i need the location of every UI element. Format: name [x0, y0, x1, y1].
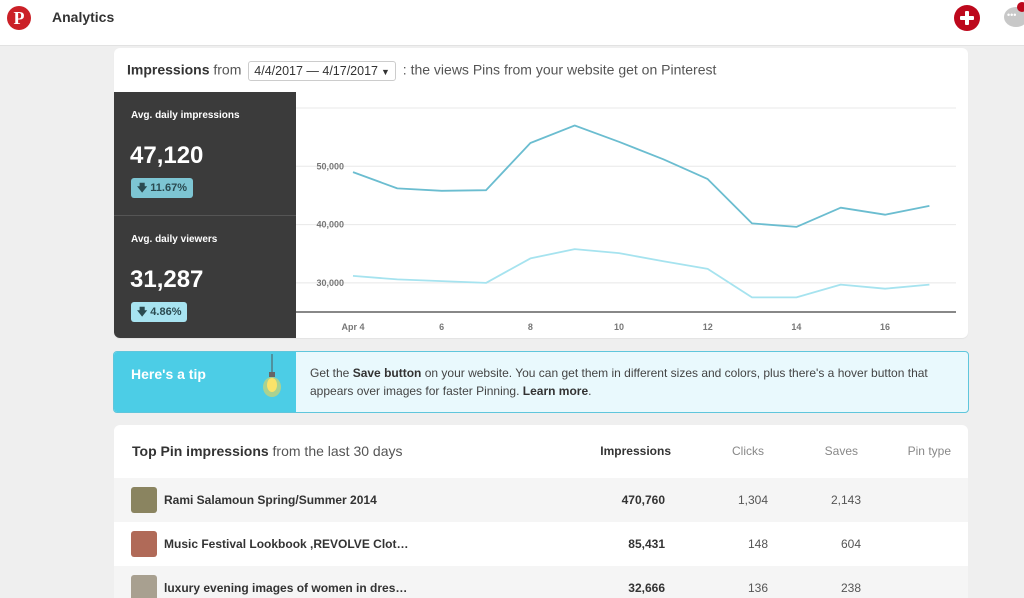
stat-value: 31,287 — [130, 266, 204, 293]
impressions-header: Impressions from 4/4/2017 — 4/17/2017 ▼ :… — [127, 61, 716, 81]
pin-name[interactable]: Music Festival Lookbook ,REVOLVE Clot… — [164, 537, 409, 551]
tip-title: Here's a tip — [131, 366, 206, 382]
x-tick-label: 8 — [528, 322, 533, 332]
stat-change-badge: 🡇 4.86% — [131, 302, 188, 322]
pin-impressions: 32,666 — [628, 581, 665, 595]
tip-header: Here's a tip — [114, 352, 296, 412]
stat-change-value: 4.86% — [150, 306, 182, 318]
date-range-dropdown[interactable]: 4/4/2017 — 4/17/2017 ▼ — [248, 61, 396, 81]
top-pins-card: Top Pin impressions from the last 30 day… — [114, 425, 968, 598]
learn-more-link[interactable]: Learn more — [522, 384, 589, 398]
lightbulb-icon — [263, 354, 281, 397]
pin-impressions: 470,760 — [621, 493, 665, 507]
top-bar: P Analytics — [0, 0, 1024, 46]
stat-value: 47,120 — [130, 142, 204, 169]
x-tick-label: 12 — [703, 322, 713, 332]
table-row[interactable]: luxury evening images of women in dres… … — [114, 566, 968, 598]
page-title: Analytics — [52, 9, 115, 25]
top-pins-title: Top Pin impressions from the last 30 day… — [132, 443, 403, 459]
date-range-value: 4/4/2017 — 4/17/2017 — [254, 64, 378, 78]
table-row[interactable]: Music Festival Lookbook ,REVOLVE Clot… 8… — [114, 522, 968, 566]
impressions-chart[interactable]: 50,000 40,000 30,000 Apr 4 6 8 10 12 14 16 — [296, 92, 968, 338]
arrow-down-icon: 🡇 — [137, 307, 148, 318]
x-tick-label: 10 — [614, 322, 624, 332]
pin-saves: 604 — [840, 537, 861, 551]
stat-label: Avg. daily viewers — [131, 234, 218, 245]
column-header-pin-type[interactable]: Pin type — [907, 444, 951, 458]
tip-text-part: Get the — [310, 366, 353, 380]
impressions-series-line — [352, 124, 930, 228]
viewers-series-line — [352, 248, 930, 299]
pin-saves: 2,143 — [830, 493, 861, 507]
pin-impressions: 85,431 — [628, 537, 665, 551]
impressions-description: : the views Pins from your website get o… — [402, 61, 717, 78]
avg-daily-viewers[interactable]: Avg. daily viewers 31,287 🡇 4.86% — [114, 215, 296, 337]
notification-badge — [1017, 2, 1024, 12]
top-pins-subtitle: from the last 30 days — [272, 443, 403, 459]
stat-change-badge: 🡇 11.67% — [131, 178, 193, 198]
avg-daily-impressions[interactable]: Avg. daily impressions 47,120 🡇 11.67% — [114, 92, 296, 214]
pin-name[interactable]: luxury evening images of women in dres… — [164, 581, 408, 595]
caret-down-icon: ▼ — [380, 67, 390, 77]
pin-thumbnail[interactable] — [131, 531, 157, 557]
pin-name[interactable]: Rami Salamoun Spring/Summer 2014 — [164, 493, 377, 507]
stats-panel: Avg. daily impressions 47,120 🡇 11.67% Av… — [114, 92, 296, 338]
impressions-card: Impressions from 4/4/2017 — 4/17/2017 ▼ :… — [114, 48, 968, 338]
table-row[interactable]: Rami Salamoun Spring/Summer 2014 470,760… — [114, 478, 968, 522]
y-tick-label: 40,000 — [316, 220, 344, 230]
tip-text-part: on your website. You can get them in dif… — [310, 366, 928, 398]
messages-icon[interactable] — [1004, 7, 1024, 27]
tip-text: Get the Save button on your website. You… — [310, 364, 960, 400]
pin-thumbnail[interactable] — [131, 575, 157, 598]
pin-thumbnail[interactable] — [131, 487, 157, 513]
x-tick-label: 16 — [880, 322, 890, 332]
y-tick-label: 30,000 — [316, 278, 344, 288]
column-header-clicks[interactable]: Clicks — [732, 444, 764, 458]
tip-text-part: . — [588, 384, 592, 398]
top-pins-heading: Top Pin impressions — [132, 443, 269, 459]
add-button[interactable] — [954, 5, 980, 31]
pin-clicks: 148 — [747, 537, 768, 551]
save-button-mention: Save button — [352, 366, 422, 380]
column-header-saves[interactable]: Saves — [824, 444, 858, 458]
pin-clicks: 136 — [747, 581, 768, 595]
pin-saves: 238 — [840, 581, 861, 595]
impressions-heading: Impressions — [127, 61, 210, 78]
x-tick-label: 14 — [791, 322, 801, 332]
stat-label: Avg. daily impressions — [131, 110, 240, 121]
x-tick-label: Apr 4 — [341, 322, 364, 332]
column-header-impressions[interactable]: Impressions — [600, 444, 671, 458]
stat-change-value: 11.67% — [150, 182, 187, 194]
x-tick-label: 6 — [439, 322, 444, 332]
pinterest-logo-icon[interactable]: P — [7, 6, 31, 30]
tip-banner: Here's a tip Get the Save button on your… — [113, 351, 969, 413]
y-tick-label: 50,000 — [316, 161, 344, 171]
from-label: from — [213, 61, 242, 78]
arrow-down-icon: 🡇 — [137, 183, 148, 194]
pin-clicks: 1,304 — [737, 493, 768, 507]
